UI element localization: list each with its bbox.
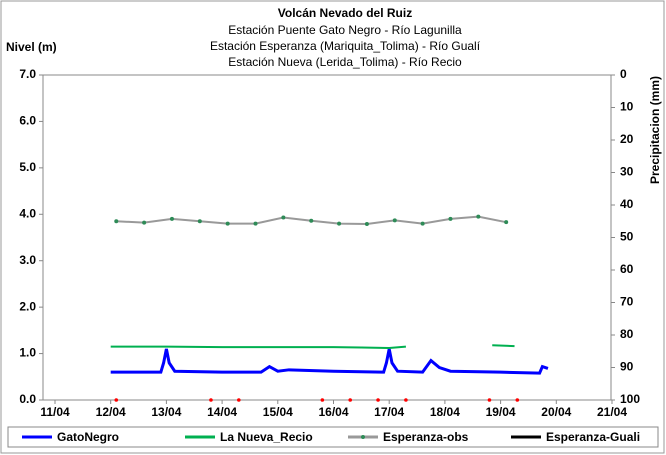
y2-tick-label: 100 [620,392,640,406]
y-tick-label: 6.0 [19,114,36,128]
legend-box [7,426,659,448]
series-marker [376,398,380,402]
series-marker [504,220,509,225]
y2-tick-label: 40 [620,197,634,211]
chart-subtitle: Estación Nueva (Lerida_Tolima) - Río Rec… [228,55,462,69]
series-marker [364,222,369,227]
x-tick-label: 16/04 [318,405,348,419]
legend-marker [361,435,365,439]
y2-tick-label: 60 [620,262,634,276]
x-tick-label: 18/04 [430,405,460,419]
y2-tick-label: 90 [620,360,634,374]
y-tick-label: 5.0 [19,160,36,174]
x-tick-label: 15/04 [263,405,293,419]
y-tick-label: 2.0 [19,299,36,313]
y-tick-label: 1.0 [19,346,36,360]
series-marker [197,219,202,224]
x-tick-label: 20/04 [541,405,571,419]
y2-tick-label: 0 [620,67,627,81]
series-marker [420,221,425,226]
series-marker [237,398,241,402]
series-marker [448,216,453,221]
y-tick-label: 4.0 [19,206,36,220]
x-tick-label: 17/04 [374,405,404,419]
series-marker [309,218,314,223]
y-tick-label: 7.0 [19,67,36,81]
series-marker [487,398,492,402]
y-tick-label: 0.0 [19,392,36,406]
y-axis-label: Nivel (m) [6,40,57,54]
legend-label: GatoNegro [57,430,119,444]
series-line [110,348,549,375]
series-marker [348,398,353,402]
series-marker [114,219,119,224]
series-marker [476,214,481,219]
x-tick-label: 21/04 [597,405,627,419]
y-tick-label: 3.0 [19,253,36,267]
y2-axis-label: Precipitacion (mm) [648,76,662,184]
series-marker [337,221,342,226]
x-tick-label: 13/04 [151,405,181,419]
chart-subtitle: Estación Puente Gato Negro - Río Lagunil… [228,23,462,37]
legend-label: La Nueva_Recio [220,430,313,444]
y2-tick-label: 70 [620,295,634,309]
y2-tick-label: 20 [620,132,634,146]
chart-title: Volcán Nevado del Ruiz [278,6,412,20]
y2-tick-label: 30 [620,165,634,179]
series-marker [515,398,520,402]
series-marker [404,398,408,402]
series-marker [114,398,119,402]
series-marker [320,398,325,402]
series-marker [253,221,258,226]
series-line [110,345,406,350]
series-marker [281,215,286,220]
x-tick-label: 11/04 [40,405,70,419]
chart-subtitle: Estación Esperanza (Mariquita_Tolima) - … [210,39,481,53]
legend-label: Esperanza-Guali [546,430,640,444]
y2-tick-label: 50 [620,230,634,244]
x-tick-label: 19/04 [486,405,516,419]
series-marker [225,221,230,226]
series-marker [209,398,213,402]
series-line [492,344,515,348]
x-tick-label: 12/04 [96,405,126,419]
x-tick-label: 14/04 [207,405,237,419]
y2-tick-label: 80 [620,327,634,341]
series-marker [392,218,397,223]
series-marker [169,216,174,221]
series-marker [142,220,147,225]
y2-tick-label: 10 [620,100,634,114]
legend-label: Esperanza-obs [383,430,469,444]
